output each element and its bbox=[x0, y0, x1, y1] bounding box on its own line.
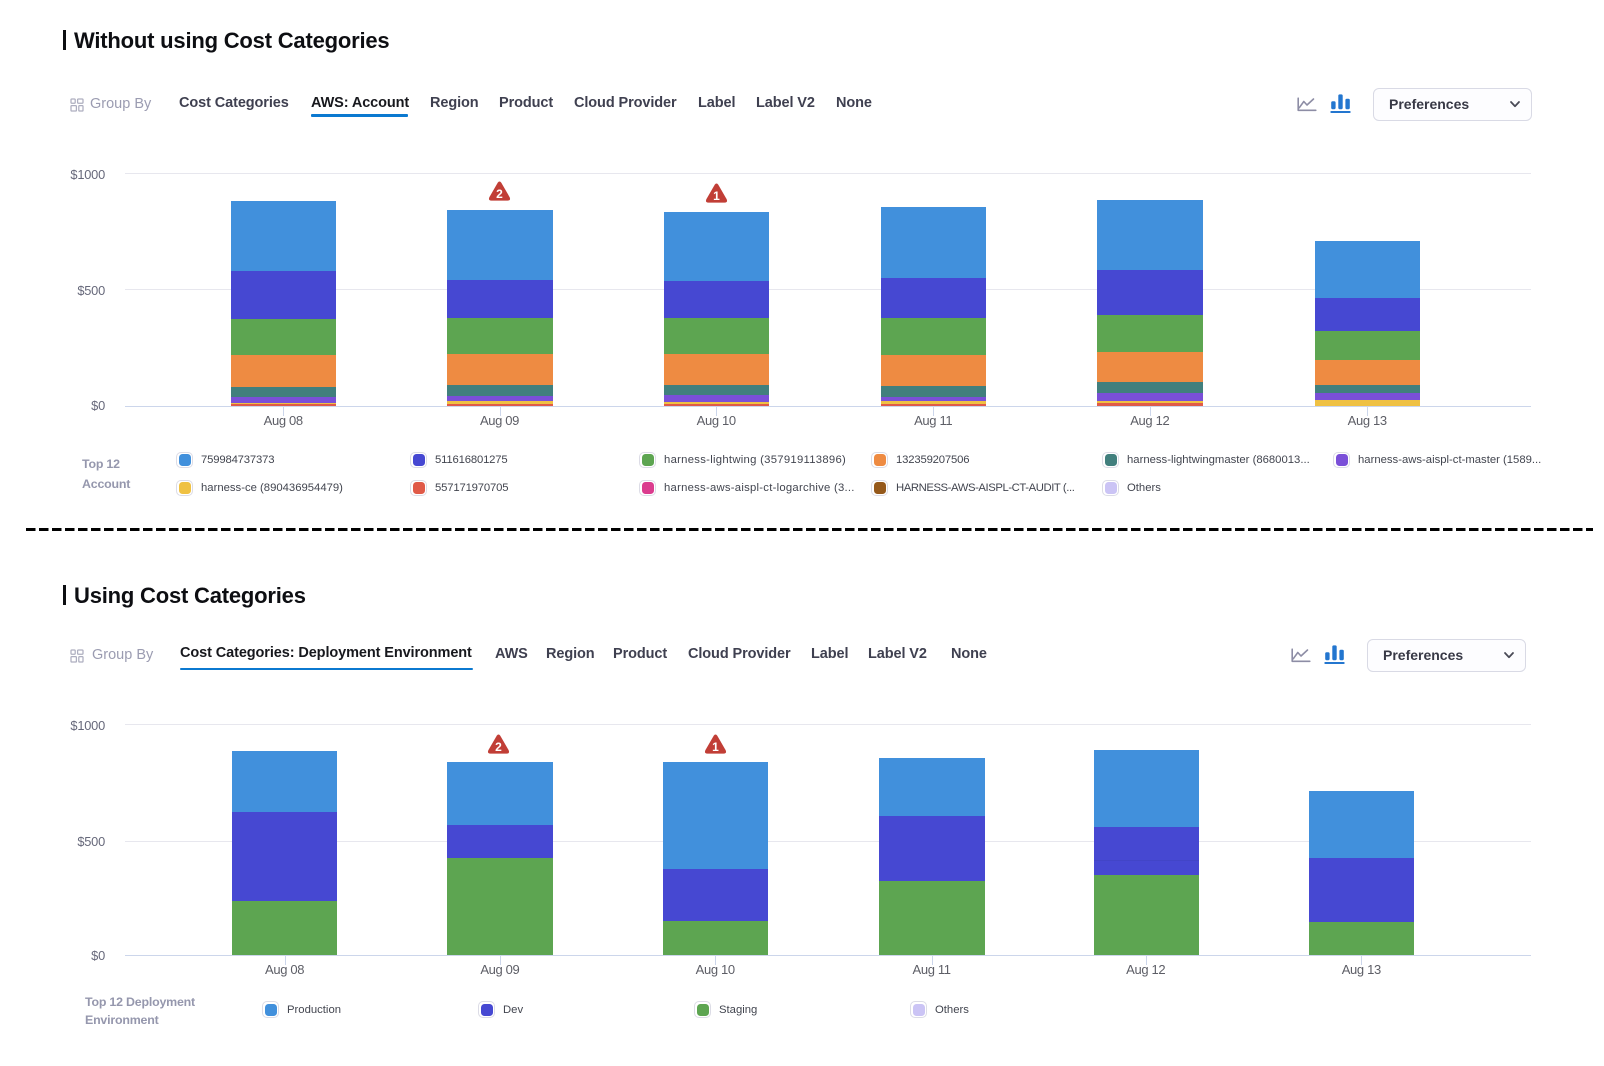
svg-text:1: 1 bbox=[712, 740, 719, 754]
svg-text:2: 2 bbox=[495, 740, 502, 754]
svg-text:2: 2 bbox=[496, 186, 503, 200]
svg-text:1: 1 bbox=[713, 188, 720, 202]
